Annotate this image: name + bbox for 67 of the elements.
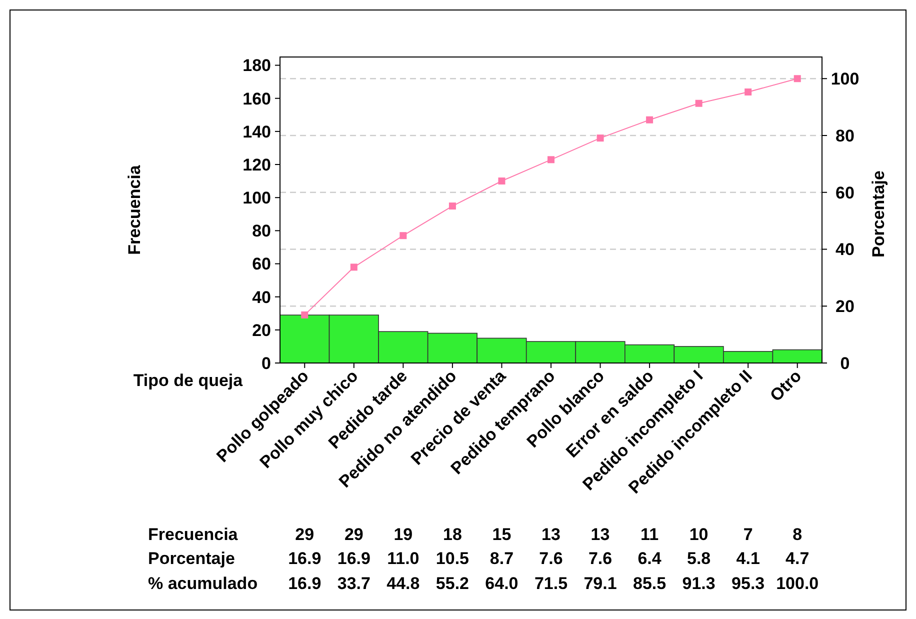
data-label: 100.0: [776, 574, 819, 593]
y2-tick-label: 0: [840, 354, 850, 373]
y2-tick-label: 100: [830, 70, 860, 89]
point: [548, 156, 554, 164]
text: 8.7: [490, 549, 514, 568]
data-label: 55.2: [436, 574, 469, 593]
point: [498, 177, 506, 184]
text: Porcentaje: [148, 549, 235, 568]
data-label: 19: [394, 525, 413, 544]
text: 4.1: [736, 549, 760, 568]
data-label: 18: [442, 525, 462, 544]
y2-tick-label: 60: [836, 183, 854, 202]
data-label: 91.3: [682, 574, 716, 593]
point: [695, 100, 702, 107]
text: 7.6: [539, 549, 563, 568]
point: [794, 75, 801, 82]
data-label: 44.8: [386, 574, 420, 593]
point: [301, 311, 308, 318]
y2-axis-title: Porcentaje: [869, 170, 888, 258]
y-tick-label: 0: [262, 354, 271, 373]
text: 7.6: [588, 549, 612, 568]
data-label: 8: [792, 525, 802, 544]
y-tick-label: 40: [252, 288, 271, 307]
x-tick-label: Otro: [766, 366, 806, 406]
x-axis-title: Tipo de queja: [133, 371, 244, 390]
data-label: 64.0: [485, 574, 518, 593]
y2-tick-label: 80: [836, 126, 854, 146]
y2-tick-label: 20: [836, 297, 854, 316]
text: % acumulado: [148, 574, 258, 593]
data-label: 29: [344, 525, 364, 544]
text: 5.8: [687, 549, 711, 568]
data-label: 79.1: [584, 574, 617, 593]
text: 4.7: [786, 549, 810, 568]
y-axis-title: Frecuencia: [125, 164, 144, 255]
y-tick-label: 60: [252, 254, 271, 274]
y-tick-label: 80: [252, 222, 271, 241]
y-tick-label: 140: [242, 122, 271, 142]
data-label: 16.9: [288, 574, 322, 593]
y2-tick-label: 40: [836, 240, 854, 260]
point: [350, 264, 358, 271]
y-tick-label: 120: [242, 155, 271, 174]
data-label: 13: [590, 525, 610, 544]
text: Frecuencia: [148, 525, 238, 544]
data-label: 71.5: [534, 574, 568, 593]
data-label: 13: [542, 525, 560, 544]
point: [744, 88, 752, 96]
text: 6.4: [638, 549, 662, 568]
data-label: 15: [492, 525, 512, 544]
y-tick-label: 20: [252, 320, 271, 340]
y-tick-label: 180: [242, 56, 271, 76]
text: 16.9: [337, 549, 370, 568]
data-label: 33.7: [337, 574, 370, 593]
point: [596, 134, 604, 142]
data-label: 29: [295, 525, 314, 544]
y-tick-label: 100: [242, 188, 271, 208]
point: [448, 202, 456, 210]
text: 10.5: [436, 549, 469, 568]
y-tick-label: 160: [242, 89, 271, 108]
data-label: 11: [640, 525, 659, 544]
data-label: 95.3: [732, 574, 765, 593]
text: 11.0: [387, 549, 420, 568]
data-label: 7: [743, 525, 753, 544]
point: [400, 232, 407, 240]
data-label: 85.5: [633, 574, 666, 593]
data-label: 10: [689, 525, 708, 544]
text: 16.9: [288, 549, 322, 568]
point: [646, 116, 654, 124]
